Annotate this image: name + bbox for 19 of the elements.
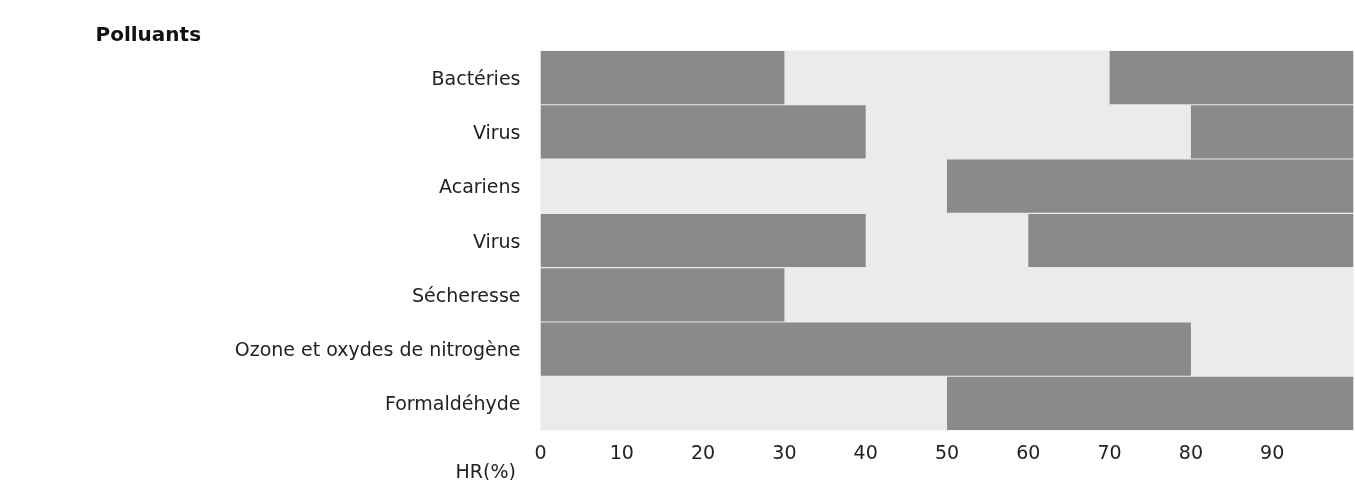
y-tick-label: Virus (472, 229, 521, 252)
y-tick-label: Bactéries (431, 66, 521, 89)
y-tick-label: Virus (472, 120, 521, 143)
x-tick-label: 90 (1260, 440, 1285, 463)
y-tick-label: Formaldéhyde (384, 392, 521, 415)
x-tick-label: 60 (1016, 440, 1041, 463)
y-tick-label: Acariens (439, 175, 521, 198)
x-tick-label: 80 (1178, 440, 1203, 463)
y-tick-label: Sécheresse (412, 283, 521, 306)
y-tick-label: Ozone et oxydes de nitrogène (234, 338, 521, 361)
x-tick-label: 10 (609, 440, 634, 463)
x-tick-label: 40 (853, 440, 878, 463)
text: Polluants (95, 21, 202, 46)
x-axis-title: HR(%) (455, 459, 516, 480)
x-tick-label: 0 (534, 440, 547, 463)
x-tick-label: 70 (1097, 440, 1122, 463)
x-tick-label: 30 (772, 440, 797, 463)
x-tick-label: 50 (934, 440, 960, 463)
x-tick-label: 20 (691, 440, 716, 463)
